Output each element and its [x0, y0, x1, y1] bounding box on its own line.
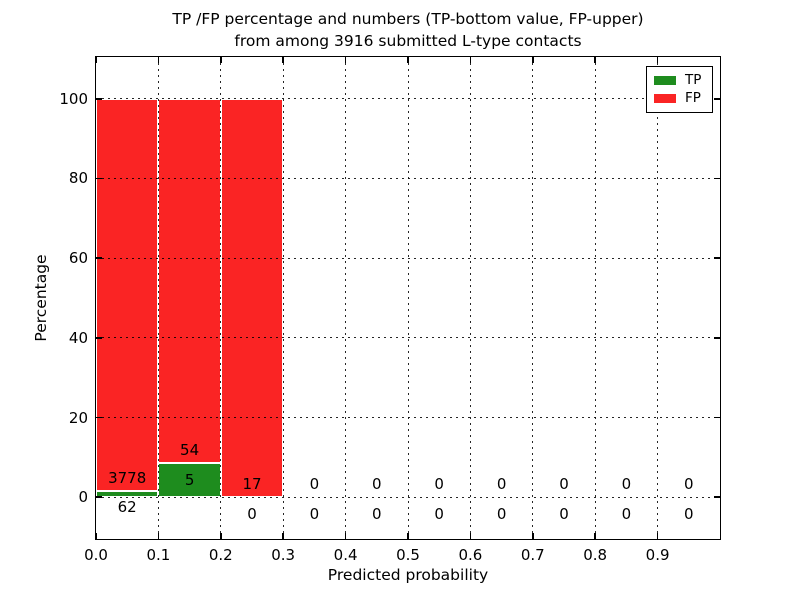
- fp-count-label: 0: [434, 475, 444, 494]
- x-tick-bottom: [95, 533, 97, 539]
- chart-title-line1: TP /FP percentage and numbers (TP-bottom…: [172, 10, 644, 28]
- y-tick-label: 40: [68, 328, 88, 347]
- legend-label-tp: TP: [685, 71, 702, 88]
- y-tick-right: [714, 337, 720, 339]
- bar-segment-tp: [96, 490, 159, 498]
- legend-entry-tp: TP: [654, 71, 712, 88]
- y-tick-right: [714, 98, 720, 100]
- x-tick-label: 0.6: [458, 546, 483, 564]
- chart-title-line2: from among 3916 submitted L-type contact…: [234, 32, 582, 50]
- y-tick-right: [714, 177, 720, 180]
- x-tick-bottom: [469, 533, 472, 539]
- fp-count-label: 0: [372, 475, 382, 494]
- bar-segment-fp: [96, 98, 159, 491]
- fp-count-label: 0: [309, 475, 320, 494]
- gridline-vertical: [532, 57, 534, 539]
- tp-count-label: 62: [117, 498, 137, 517]
- legend-entry-fp: FP: [654, 89, 712, 106]
- fp-count-label: 0: [559, 475, 569, 494]
- legend: TP FP: [646, 66, 713, 113]
- tp-count-label: 5: [184, 471, 195, 490]
- fp-count-label: 17: [242, 475, 262, 494]
- x-tick-top: [656, 57, 659, 63]
- x-tick-top: [282, 57, 284, 63]
- x-tick-bottom: [282, 533, 284, 539]
- bar-segment-fp: [220, 98, 284, 498]
- x-tick-bottom: [594, 533, 596, 539]
- y-tick-label: 80: [68, 169, 88, 188]
- gridline-vertical: [282, 57, 284, 539]
- legend-swatch-fp-icon: [654, 94, 676, 104]
- fp-count-label: 0: [684, 475, 694, 494]
- y-tick-label: 100: [59, 89, 88, 108]
- tp-count-label: 0: [621, 504, 632, 523]
- y-tick-left: [96, 337, 102, 339]
- fp-count-label: 54: [180, 441, 200, 460]
- x-axis-label: Predicted probability: [327, 566, 489, 584]
- tp-count-label: 0: [684, 504, 694, 523]
- tp-count-label: 0: [496, 504, 507, 523]
- x-tick-bottom: [220, 533, 222, 539]
- x-tick-label: 0.3: [271, 546, 296, 564]
- tp-count-label: 0: [309, 504, 320, 523]
- x-tick-top: [407, 57, 409, 63]
- y-tick-right: [714, 257, 720, 259]
- x-tick-top: [594, 57, 596, 63]
- y-tick-label: 20: [68, 408, 88, 427]
- y-tick-right: [714, 496, 720, 498]
- y-tick-left: [96, 98, 102, 100]
- gridline-vertical: [657, 57, 659, 539]
- gridline-vertical: [594, 57, 596, 539]
- x-tick-label: 0.5: [396, 546, 420, 564]
- x-tick-label: 0.2: [208, 546, 233, 564]
- x-tick-label: 0.4: [333, 546, 358, 564]
- y-tick-right: [714, 416, 720, 419]
- y-tick-left: [96, 177, 102, 180]
- y-tick-left: [96, 416, 102, 419]
- x-tick-top: [220, 57, 222, 63]
- tp-count-label: 0: [434, 504, 444, 523]
- x-tick-label: 0.7: [520, 546, 545, 564]
- bar-segment-fp: [158, 98, 221, 464]
- x-tick-top: [157, 57, 160, 63]
- legend-swatch-tp-icon: [654, 75, 676, 85]
- x-tick-top: [532, 57, 534, 63]
- legend-label-fp: FP: [685, 89, 701, 106]
- tp-count-label: 0: [372, 504, 382, 523]
- x-tick-bottom: [157, 533, 160, 539]
- tp-count-label: 0: [247, 504, 257, 523]
- x-tick-label: 0.1: [146, 546, 171, 564]
- y-tick-left: [96, 496, 102, 498]
- gridline-vertical: [345, 57, 347, 539]
- gridline-vertical: [157, 57, 159, 539]
- x-tick-top: [469, 57, 472, 63]
- x-tick-bottom: [532, 533, 534, 539]
- x-tick-top: [95, 57, 97, 63]
- gridline-vertical: [407, 57, 409, 539]
- chart-title: TP /FP percentage and numbers (TP-bottom…: [96, 8, 720, 52]
- x-tick-bottom: [656, 533, 659, 539]
- y-tick-label: 0: [78, 488, 88, 507]
- gridline-vertical: [220, 57, 222, 539]
- x-tick-label: 0.9: [645, 546, 670, 564]
- y-tick-left: [96, 257, 102, 259]
- fp-count-label: 0: [496, 475, 507, 494]
- x-tick-bottom: [407, 533, 409, 539]
- tp-count-label: 0: [559, 504, 569, 523]
- fp-count-label: 3778: [108, 468, 147, 487]
- x-tick-bottom: [344, 533, 347, 539]
- bar-segment-tp: [158, 463, 221, 498]
- gridline-vertical: [469, 57, 471, 539]
- y-tick-label: 60: [68, 249, 88, 268]
- x-tick-top: [344, 57, 347, 63]
- x-tick-label: 0.8: [583, 546, 608, 564]
- fp-count-label: 0: [621, 475, 632, 494]
- x-tick-label: 0.0: [84, 546, 108, 564]
